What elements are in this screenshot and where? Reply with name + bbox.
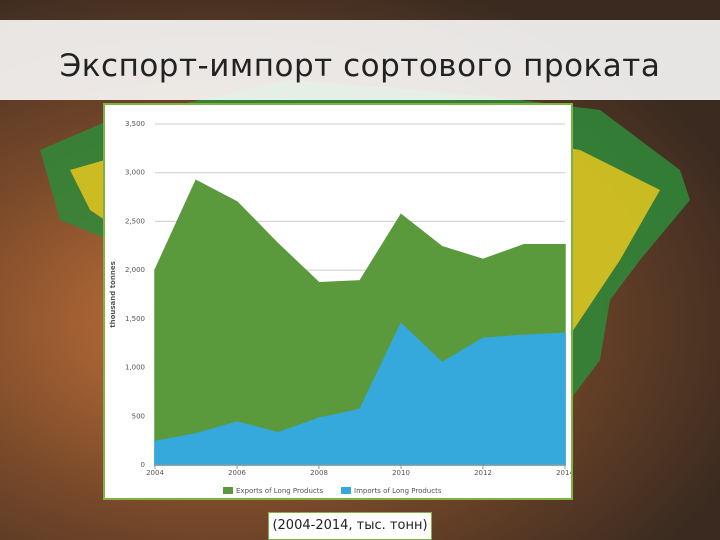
legend-label: Exports of Long Products bbox=[236, 487, 324, 495]
legend-swatch bbox=[223, 487, 233, 494]
x-tick-label: 2010 bbox=[392, 469, 410, 477]
y-tick-label: 2,000 bbox=[125, 266, 145, 274]
legend-swatch bbox=[341, 487, 351, 494]
x-tick-label: 2012 bbox=[474, 469, 492, 477]
y-tick-label: 2,500 bbox=[125, 217, 145, 225]
x-tick-label: 2008 bbox=[310, 469, 328, 477]
y-tick-label: 0 bbox=[141, 461, 145, 469]
x-tick-label: 2006 bbox=[228, 469, 246, 477]
y-tick-label: 3,000 bbox=[125, 169, 145, 177]
legend-label: Imports of Long Products bbox=[354, 487, 442, 495]
y-tick-label: 1,500 bbox=[125, 315, 145, 323]
x-tick-label: 2004 bbox=[146, 469, 164, 477]
chart-panel: 0 500 1,000 1,500 2,000 2,500 3,000 3,500 2004 20… bbox=[103, 103, 574, 500]
area bbox=[154, 322, 566, 466]
x-tick-label: 2014 bbox=[556, 469, 571, 477]
slide-title: Экспорт-импорт сортового проката bbox=[59, 48, 661, 84]
y-tick-label: 1,000 bbox=[125, 364, 145, 372]
y-tick-label: 3,500 bbox=[125, 120, 145, 128]
y-axis-label: thousand tonnes bbox=[109, 261, 117, 327]
y-tick-label: 500 bbox=[132, 412, 145, 420]
chart: 0 500 1,000 1,500 2,000 2,500 3,000 3,500 2004 20… bbox=[109, 120, 574, 495]
caption: (2004-2014, тыс. тонн) bbox=[268, 512, 432, 540]
title-band bbox=[0, 20, 720, 100]
